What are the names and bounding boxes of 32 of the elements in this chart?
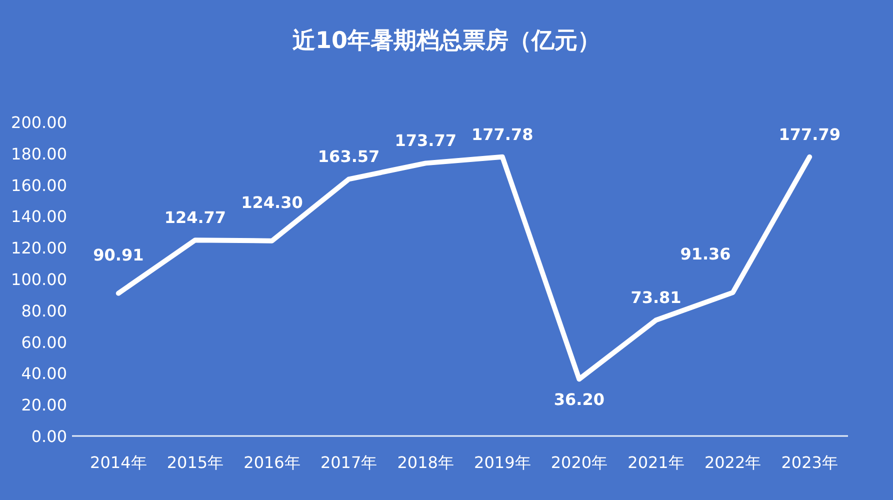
x-tick-label: 2020年	[550, 453, 608, 472]
data-label: 73.81	[630, 288, 682, 308]
y-tick-label: 100.00	[11, 270, 67, 289]
y-tick-label: 140.00	[11, 207, 67, 226]
data-label: 173.77	[394, 131, 456, 150]
x-tick-label: 2016年	[244, 453, 300, 472]
chart-title: 近10年暑期档总票房（亿元）	[291, 27, 601, 54]
x-tick-label: 2021年	[628, 453, 684, 472]
x-tick-label: 2023年	[781, 453, 838, 472]
x-tick-label: 2019年	[474, 453, 531, 472]
x-tick-label: 2022年	[704, 453, 762, 472]
y-tick-label: 120.00	[11, 238, 67, 258]
data-label: 177.78	[472, 124, 534, 144]
data-label: 163.57	[318, 147, 380, 166]
y-tick-label: 20.00	[21, 396, 67, 415]
x-tick-label: 2015年	[166, 453, 224, 472]
y-tick-label: 0.00	[31, 427, 67, 446]
x-tick-label: 2017年	[320, 453, 378, 472]
y-tick-label: 40.00	[21, 364, 67, 384]
y-tick-label: 160.00	[11, 176, 67, 195]
y-tick-label: 60.00	[21, 332, 67, 352]
y-tick-label: 180.00	[11, 144, 67, 164]
data-label: 90.91	[93, 245, 144, 264]
data-label: 124.30	[241, 192, 303, 212]
data-label: 177.79	[778, 124, 840, 144]
data-label: 36.20	[554, 390, 605, 410]
data-label: 124.77	[164, 208, 226, 228]
data-label: 91.36	[680, 244, 731, 264]
y-tick-label: 200.00	[11, 113, 67, 132]
y-tick-label: 80.00	[21, 301, 67, 320]
x-tick-label: 2018年	[397, 453, 454, 472]
x-tick-label: 2014年	[90, 453, 147, 472]
